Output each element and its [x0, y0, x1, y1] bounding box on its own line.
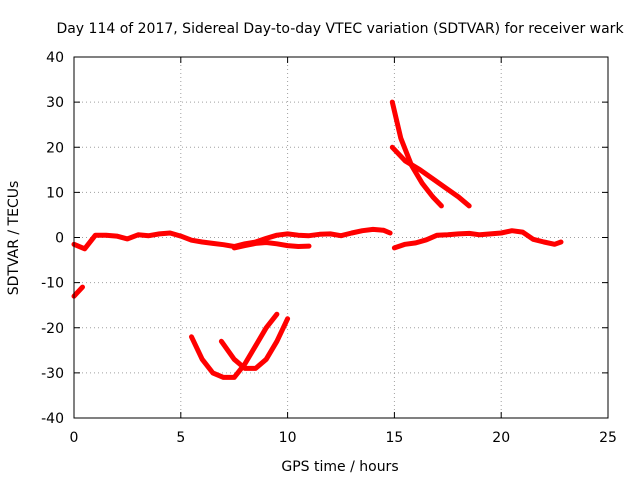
y-tick-label: -40 [41, 411, 64, 427]
y-tick-label: -20 [41, 321, 64, 337]
chart-title: Day 114 of 2017, Sidereal Day-to-day VTE… [56, 21, 624, 37]
y-tick-label: 10 [46, 185, 64, 201]
x-tick-label: 10 [279, 430, 297, 446]
series-arc-3 [231, 240, 312, 251]
x-tick-label: 0 [70, 430, 79, 446]
series-arc-1 [71, 284, 85, 299]
series-arc-8 [391, 228, 564, 251]
y-tick-label: 20 [46, 140, 64, 156]
y-tick-label: 40 [46, 50, 64, 66]
series-arc-4 [189, 311, 280, 380]
series-arc-2 [71, 226, 393, 252]
y-axis-label: SDTVAR / TECUs [6, 181, 22, 296]
y-tick-label: 30 [46, 95, 64, 111]
y-tick-label: 0 [55, 231, 64, 247]
y-tick-label: -30 [41, 366, 64, 382]
x-tick-label: 5 [176, 430, 185, 446]
x-axis-label: GPS time / hours [281, 459, 398, 475]
ticks: 0 5 10 15 20 25 -40 -30 -20 -10 0 10 20 30 40 [41, 50, 617, 446]
y-tick-label: -10 [41, 276, 64, 292]
x-tick-label: 25 [599, 430, 617, 446]
series-layer [71, 99, 564, 380]
series-arc-7 [389, 144, 472, 209]
x-tick-label: 20 [492, 430, 510, 446]
series-arc-5 [218, 316, 291, 371]
series-arc-6 [389, 99, 444, 209]
x-tick-label: 15 [385, 430, 403, 446]
